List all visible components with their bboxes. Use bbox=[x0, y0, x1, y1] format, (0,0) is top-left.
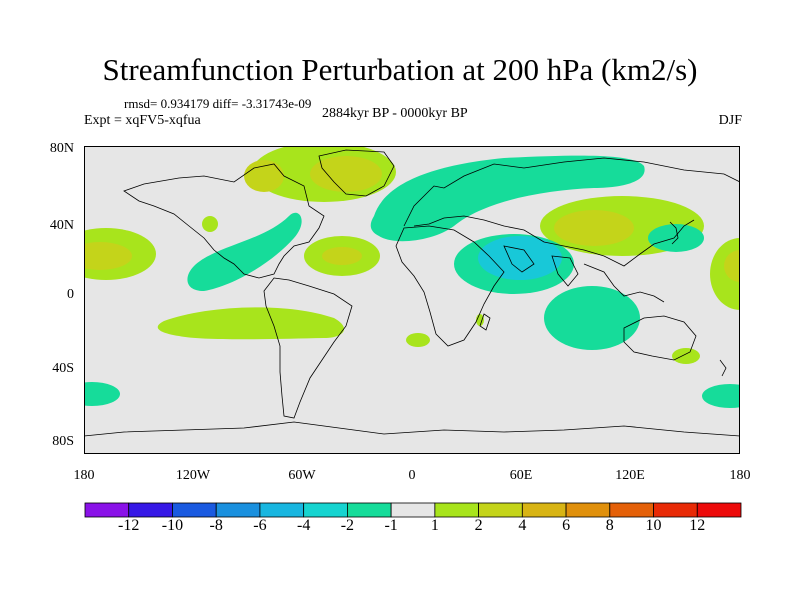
colorbar-swatch bbox=[128, 502, 173, 518]
colorbar-label: 10 bbox=[645, 517, 662, 534]
colorbar-label: -12 bbox=[118, 517, 140, 534]
anomaly-region bbox=[554, 210, 634, 246]
coastline bbox=[395, 225, 505, 347]
anomaly-region bbox=[406, 333, 430, 347]
coastline bbox=[413, 215, 695, 267]
colorbar-label: -6 bbox=[253, 517, 267, 534]
lon-label: 180 bbox=[729, 468, 751, 483]
colorbar-label: 8 bbox=[605, 517, 614, 534]
colorbar-label: 12 bbox=[689, 517, 706, 534]
colorbar-swatch bbox=[521, 502, 567, 518]
coastline bbox=[669, 221, 679, 245]
coastline bbox=[503, 245, 535, 273]
anomaly-region bbox=[310, 156, 382, 192]
colorbar-swatch bbox=[565, 502, 611, 518]
anomaly-region bbox=[157, 307, 345, 340]
colorbar-label: -2 bbox=[340, 517, 355, 534]
lat-label: 80S bbox=[52, 434, 74, 449]
plot-title: Streamfunction Perturbation at 200 hPa (… bbox=[102, 52, 698, 87]
lon-label: 120E bbox=[615, 468, 645, 483]
period-label: 2884kyr BP - 0000kyr BP bbox=[322, 106, 468, 121]
colorbar-swatch bbox=[346, 502, 392, 518]
lat-label: 40S bbox=[52, 361, 74, 376]
colorbar-swatch bbox=[84, 502, 130, 518]
colorbar-label: -1 bbox=[384, 517, 398, 534]
colorbar-swatch bbox=[653, 502, 698, 518]
map-frame bbox=[84, 146, 740, 454]
colorbar-label: 1 bbox=[430, 517, 439, 534]
anomaly-region bbox=[84, 382, 120, 406]
coastline bbox=[318, 149, 395, 197]
lat-label: 0 bbox=[67, 287, 74, 302]
lon-label: 60W bbox=[288, 468, 316, 483]
lon-label: 0 bbox=[408, 468, 416, 483]
coastline bbox=[123, 163, 325, 279]
anomaly-region bbox=[544, 286, 640, 350]
colorbar-swatch bbox=[303, 502, 348, 518]
colorbar-swatch bbox=[434, 502, 479, 518]
lat-label: 80N bbox=[49, 141, 74, 156]
colorbar-label: 6 bbox=[562, 517, 571, 534]
lon-label: 180 bbox=[73, 468, 95, 483]
colorbar-label: 4 bbox=[518, 517, 527, 534]
season-label: DJF bbox=[718, 113, 742, 128]
colorbar-swatch bbox=[609, 502, 654, 518]
anomaly-region bbox=[322, 247, 362, 265]
coastline bbox=[551, 255, 579, 287]
colorbar-swatch bbox=[172, 502, 217, 518]
anomaly-region bbox=[84, 242, 132, 270]
colorbar-swatch bbox=[215, 502, 261, 518]
experiment-label: Expt = xqFV5-xqfua bbox=[84, 113, 201, 128]
coastline bbox=[583, 263, 665, 303]
anomaly-region bbox=[202, 216, 218, 232]
anomaly-region bbox=[702, 384, 740, 408]
coastline bbox=[479, 313, 491, 331]
coastline bbox=[84, 421, 740, 437]
anomaly-region bbox=[187, 212, 302, 291]
colorbar-swatch bbox=[478, 502, 523, 518]
colorbar bbox=[84, 502, 742, 518]
anomaly-region bbox=[244, 160, 284, 192]
colorbar-swatch bbox=[696, 502, 742, 518]
coastline bbox=[623, 315, 697, 361]
colorbar-swatch bbox=[390, 502, 436, 518]
colorbar-label: -10 bbox=[161, 517, 184, 534]
coastlines bbox=[84, 149, 740, 437]
anomaly-region bbox=[478, 236, 562, 280]
coastline bbox=[403, 157, 740, 227]
anomaly-region bbox=[724, 250, 740, 282]
coastline bbox=[719, 359, 727, 377]
colorbar-label: 2 bbox=[474, 517, 483, 534]
lon-label: 120W bbox=[175, 468, 211, 483]
lon-label: 60E bbox=[509, 468, 533, 483]
anomaly-region bbox=[648, 224, 704, 252]
coastline bbox=[263, 277, 353, 419]
colorbar-label: -4 bbox=[296, 517, 311, 534]
anomaly-region bbox=[672, 348, 700, 364]
streamfunction-map bbox=[84, 146, 740, 454]
colorbar-label: -8 bbox=[209, 517, 223, 534]
lat-label: 40N bbox=[49, 218, 74, 233]
colorbar-swatch bbox=[259, 502, 305, 518]
rmsd-diff-stats: rmsd= 0.934179 diff= -3.31743e-09 bbox=[124, 96, 312, 111]
anomaly-contours bbox=[84, 146, 740, 408]
